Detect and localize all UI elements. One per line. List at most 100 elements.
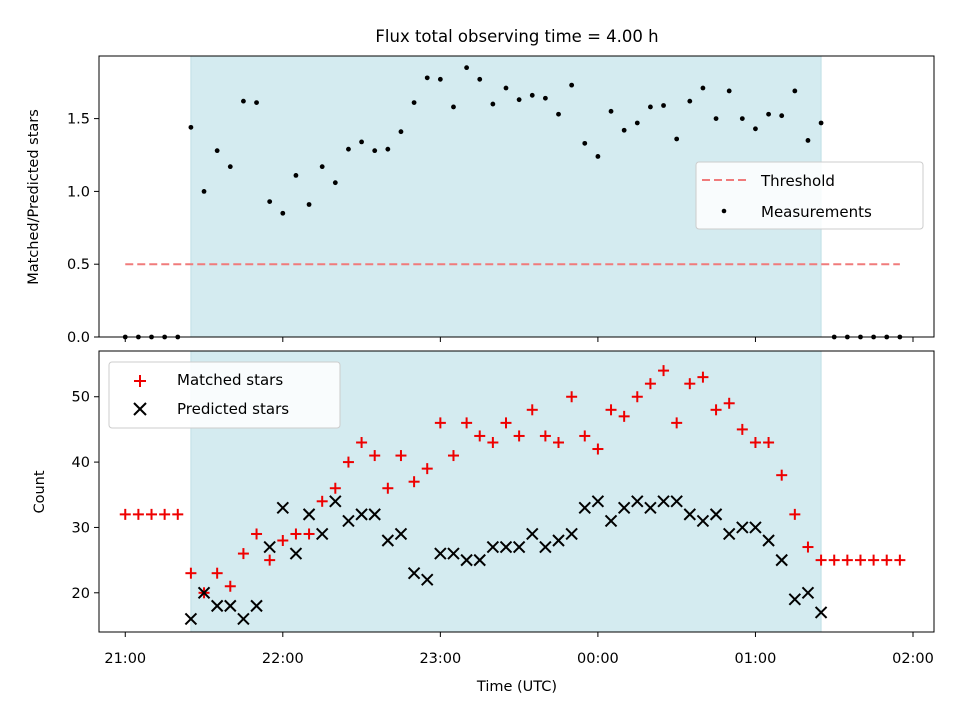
matched-stars-point	[395, 450, 407, 462]
matched-stars-point	[237, 548, 249, 560]
matched-stars-point	[421, 463, 433, 475]
matched-stars-point	[264, 554, 276, 566]
count-y-tick-label: 50	[72, 390, 90, 406]
measurement-point	[293, 172, 299, 178]
predicted-stars-point	[184, 612, 198, 626]
predicted-stars-point	[814, 606, 828, 619]
measurement-point	[306, 202, 312, 207]
x-tick-label: 23:00	[419, 651, 461, 667]
measurement-point	[241, 98, 246, 104]
predicted-stars-point	[644, 501, 657, 515]
measurement-point	[201, 189, 207, 194]
predicted-stars-point	[224, 599, 237, 613]
predicted-stars-point	[631, 495, 644, 508]
measurement-point	[227, 164, 233, 170]
matched-stars-point	[382, 482, 394, 494]
measurement-point	[713, 116, 719, 122]
measurement-point	[188, 124, 194, 130]
matched-stars-point	[723, 397, 735, 409]
measurement-point	[634, 120, 640, 126]
predicted-stars-point	[394, 527, 408, 541]
measurement-point	[582, 140, 588, 146]
ratio-x-axis-ticks	[124, 337, 914, 342]
count-y-axis-label: Count	[32, 470, 48, 513]
measurement-point	[464, 65, 470, 71]
x-axis-label: Time (UTC)	[476, 679, 557, 695]
ratio-y-tick-label: 0.5	[67, 257, 90, 273]
matched-stars-point	[618, 410, 630, 422]
predicted-stars-point	[499, 540, 513, 554]
predicted-stars-point	[421, 573, 434, 586]
matched-stars-point	[671, 417, 683, 429]
x-tick-label: 21:00	[104, 651, 146, 667]
measurement-point	[516, 97, 522, 103]
x-tick-label: 22:00	[262, 651, 304, 667]
measurement-point	[280, 210, 286, 216]
measurement-point	[359, 139, 364, 145]
measurement-point	[818, 120, 824, 126]
measurement-point	[214, 148, 220, 154]
measurement-point	[398, 129, 404, 135]
count-legend: Matched stars Predicted stars	[108, 361, 341, 429]
matched-stars-point	[290, 528, 302, 540]
measurement-point	[595, 154, 601, 159]
measurements-legend-label: Measurements	[761, 203, 872, 221]
predicted-stars-point	[788, 593, 802, 606]
matched-stars-point	[841, 554, 853, 566]
predicted-stars-point	[355, 508, 368, 521]
matched-stars-point	[736, 423, 748, 435]
measurement-point	[700, 85, 706, 91]
matched-stars-point	[172, 508, 184, 520]
matched-stars-point	[513, 430, 525, 442]
matched-stars-point	[159, 508, 171, 520]
measurement-point	[779, 113, 785, 119]
matched-legend-label: Matched stars	[177, 371, 283, 389]
measurement-point	[411, 100, 417, 105]
ratio-y-tick-label: 0.0	[67, 330, 90, 346]
measurement-point	[424, 75, 430, 81]
measurement-point	[569, 82, 575, 88]
ratio-y-axis-ticks: 0.0 0.5 1.0 1.5	[67, 112, 99, 346]
matched-stars-point	[185, 567, 197, 579]
predicted-stars-point	[617, 501, 631, 515]
measurement-point	[739, 116, 745, 122]
predicted-stars-point	[749, 521, 762, 534]
predicted-stars-point	[512, 540, 526, 554]
measurement-point	[385, 146, 391, 152]
matched-stars-point	[644, 378, 656, 390]
predicted-stars-point	[526, 527, 539, 541]
figure-title: Flux total observing time = 4.00 h	[375, 27, 658, 46]
matched-stars-point	[356, 436, 368, 448]
matched-stars-point	[408, 476, 420, 488]
measurement-point	[477, 76, 483, 82]
matched-stars-point	[224, 580, 236, 592]
matched-stars-point	[251, 528, 263, 540]
matched-stars-point	[277, 535, 289, 547]
matched-stars-point	[894, 554, 906, 566]
ratio-legend: Threshold Measurements	[695, 161, 924, 230]
count-y-tick-label: 30	[72, 520, 90, 536]
matched-stars-point	[329, 482, 341, 494]
matched-stars-point	[854, 554, 866, 566]
matched-stars-point	[631, 391, 643, 403]
matched-stars-point	[710, 404, 722, 416]
matched-stars-point	[881, 554, 893, 566]
predicted-stars-point	[604, 514, 618, 528]
matched-stars-point	[697, 371, 709, 383]
matched-stars-point	[802, 541, 814, 553]
matched-stars-point	[684, 378, 696, 390]
matched-stars-point	[815, 554, 827, 566]
predicted-stars-point	[302, 508, 316, 521]
measurement-point	[608, 108, 614, 114]
ratio-axes-frame	[98, 55, 935, 338]
measurement-point	[661, 103, 666, 108]
count-y-tick-label: 20	[72, 586, 90, 602]
matched-stars-point	[211, 567, 223, 579]
predicted-stars-point	[460, 553, 473, 567]
matched-stars-point	[553, 436, 565, 448]
ratio-y-tick-label: 1.0	[67, 184, 90, 200]
predicted-stars-point	[447, 547, 460, 560]
matched-stars-point	[579, 430, 591, 442]
predicted-stars-point	[552, 534, 565, 547]
